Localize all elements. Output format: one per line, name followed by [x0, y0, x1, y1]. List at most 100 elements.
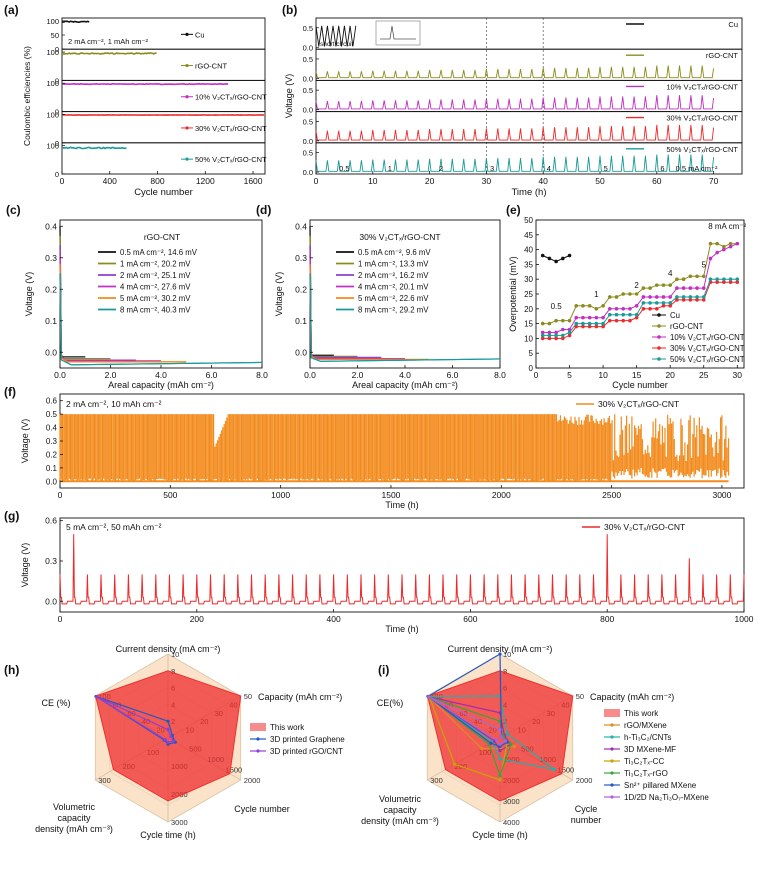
legend-label: 5 mA cm⁻², 30.2 mV — [120, 294, 191, 303]
legend-marker — [610, 771, 614, 775]
data-point — [547, 256, 552, 261]
x-tick-label: 50 — [595, 176, 605, 186]
data-point — [668, 304, 672, 308]
legend-label: 8 mA cm⁻², 29.2 mV — [358, 306, 429, 315]
x-tick-label: 2.0 — [352, 370, 364, 380]
data-point — [621, 292, 626, 296]
data-point — [601, 304, 605, 308]
data-point — [554, 333, 558, 338]
legend-label: Ti₃C₂Tₓ-rGO — [624, 769, 668, 778]
x-tick-label: 0 — [60, 176, 65, 186]
y-axis-label: Voltage (V) — [20, 419, 30, 464]
radar-point — [499, 735, 504, 739]
panel-label: (c) — [6, 203, 21, 217]
radar-axis-label: number — [571, 815, 602, 825]
ce-trace — [61, 20, 90, 24]
data-point — [540, 333, 545, 338]
data-point — [695, 295, 699, 299]
radar-axis-label: Capacity (mAh cm⁻²) — [590, 692, 674, 702]
x-tick-label: 200 — [190, 614, 204, 624]
y-tick-label: 0.4 — [45, 221, 57, 231]
y-tick-label: 15 — [524, 320, 533, 329]
x-tick-label: 30 — [733, 370, 743, 380]
capacity-curve — [309, 245, 382, 359]
data-point — [601, 321, 605, 326]
y-tick-label: 5 — [529, 349, 534, 358]
radar-point — [498, 778, 502, 782]
radar-axis-label: density (mAh cm⁻³) — [35, 824, 113, 834]
legend-label: 3D MXene-MF — [624, 745, 676, 754]
data-point — [641, 295, 646, 299]
data-point — [608, 318, 612, 323]
data-point — [614, 312, 619, 317]
x-tick-label: 0 — [314, 176, 319, 186]
y-tick-label: 50 — [51, 31, 59, 40]
radar-tick-label: 1500 — [226, 766, 243, 775]
x-tick-label: 0.0 — [304, 370, 316, 380]
x-tick-label: 60 — [652, 176, 662, 186]
data-point — [688, 286, 693, 290]
rate-label: 1 — [388, 164, 392, 173]
voltage-trace — [315, 154, 715, 172]
x-tick-label: 1000 — [735, 614, 754, 624]
data-point — [567, 327, 572, 332]
x-tick-label: 10 — [368, 176, 378, 186]
legend-label: rGO-CNT — [195, 62, 227, 71]
data-point — [581, 304, 585, 308]
x-tick-label: 5 — [567, 370, 572, 380]
legend-marker — [256, 737, 260, 741]
data-point — [614, 295, 619, 299]
radar-tick-label: 2000 — [576, 776, 593, 785]
data-point — [561, 327, 565, 332]
data-point — [561, 336, 565, 341]
data-point — [540, 321, 545, 326]
radar-axis-label: CE (%) — [42, 698, 71, 708]
data-point — [574, 304, 579, 308]
data-point — [708, 256, 713, 261]
x-tick-label: 4.0 — [399, 370, 411, 380]
radar-point — [166, 740, 170, 744]
legend-label: 30% V₂CTₓ/rGO-CNT — [666, 114, 738, 123]
radar-tick-label: 300 — [430, 776, 443, 785]
x-tick-label: 500 — [163, 490, 177, 500]
radar-axis-label: capacity — [57, 813, 91, 823]
legend-marker — [610, 783, 614, 787]
data-point — [715, 280, 719, 284]
legend-label: 30% V₂CTₓ/rGO-CNT — [598, 399, 679, 409]
y-tick-label: 0.3 — [45, 556, 57, 566]
data-point — [728, 277, 733, 282]
data-point — [708, 241, 713, 246]
radar-point — [163, 737, 167, 742]
radar-tick-label: 8 — [171, 667, 175, 676]
subplot-frame — [61, 142, 266, 175]
radar-point — [166, 728, 170, 732]
legend-label: 2 mA cm⁻², 25.1 mV — [120, 271, 191, 280]
x-tick-label: 1200 — [196, 176, 215, 186]
panel-label: (d) — [256, 203, 271, 217]
panel-d: 30% V₂CTₓ/rGO-CNT 0.5 mA cm⁻², 9.6 mV 1 mA… — [274, 219, 506, 390]
y-tick-label: 0.0 — [303, 168, 313, 177]
y-tick-label: 100 — [46, 142, 59, 151]
data-point — [648, 307, 652, 311]
data-point — [675, 277, 679, 282]
rate-label: 5 — [702, 260, 707, 269]
data-point — [695, 298, 699, 302]
y-tick-label: 0.5 — [303, 117, 313, 126]
radar-point — [427, 695, 431, 699]
data-point — [614, 318, 619, 323]
rate-label: 4 — [547, 164, 551, 173]
legend-swatch — [250, 723, 266, 731]
legend-label: 4 mA cm⁻², 20.1 mV — [358, 283, 429, 292]
y-tick-label: 0 — [55, 76, 59, 85]
radar-axis-label: Volumetric — [379, 794, 422, 804]
legend-label: rGO-CNT — [706, 51, 738, 60]
legend-label: 10% V₂CTₓ/rGO-CNT — [666, 82, 738, 91]
voltage-trace — [315, 124, 715, 141]
x-tick-label: 8.0 — [494, 370, 506, 380]
x-tick-label: 0.0 — [54, 370, 66, 380]
radar-axis-label: CE(%) — [377, 698, 404, 708]
legend-title: rGO-CNT — [144, 232, 180, 242]
legend-marker — [610, 759, 614, 763]
data-point — [654, 307, 659, 311]
legend-label: rGO/MXene — [624, 721, 667, 730]
